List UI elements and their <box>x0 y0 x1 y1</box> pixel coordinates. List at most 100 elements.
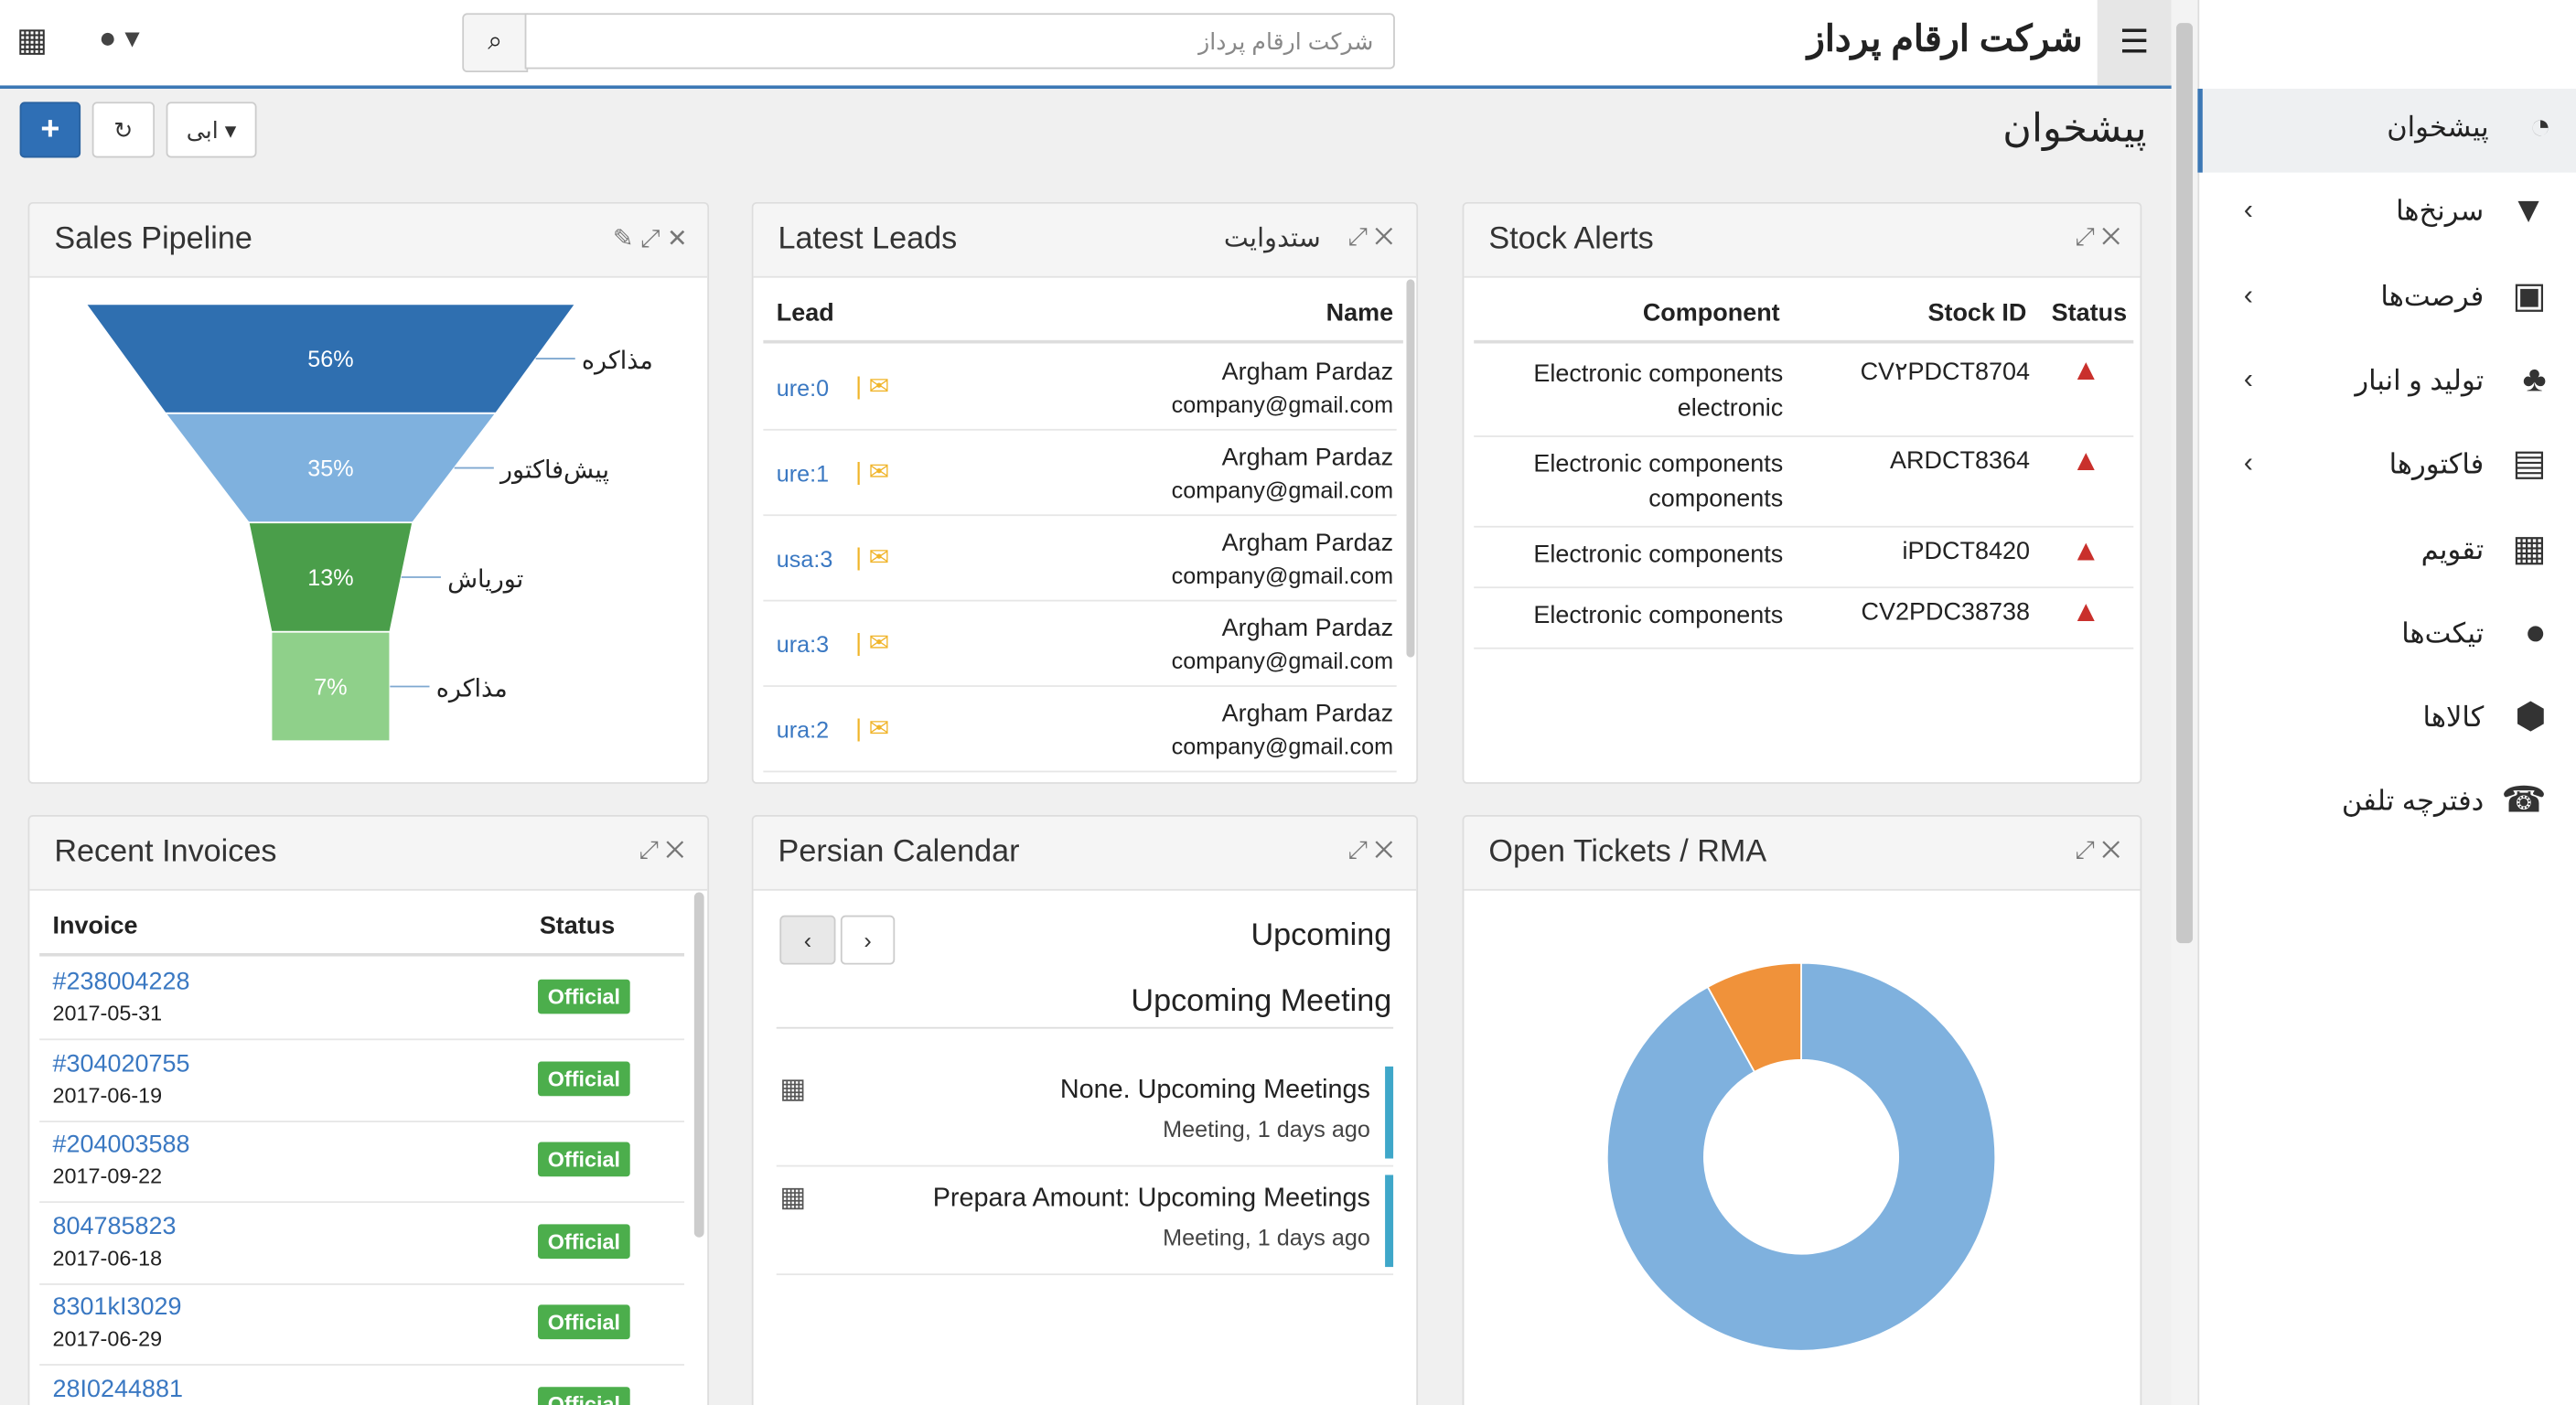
stock-id: CV2PDC38738 <box>1861 597 2030 627</box>
sidebar-icon: ⬢ <box>2515 695 2547 736</box>
stock-row: Electronic components iPDCT8420 ▲ <box>1474 526 2134 589</box>
stock-id: CV۲PDCT8704 <box>1860 358 2030 387</box>
scroll-thumb[interactable] <box>693 892 704 1238</box>
search-input[interactable]: شرکت ارقام پرداز <box>524 13 1395 70</box>
event-bar <box>1385 1174 1394 1268</box>
lead-row: ura:3 | ✉ Argham Pardaz company@gmail.com <box>763 602 1397 687</box>
invoice-row: #304020755 2017-06-19 Official <box>39 1039 685 1122</box>
rule <box>776 1026 1394 1029</box>
lead-code[interactable]: ura:3 <box>776 630 830 658</box>
sidebar-item[interactable]: پیشخوان ◔ <box>2197 89 2576 173</box>
prev-button[interactable]: ‹ <box>779 915 836 965</box>
invoice-id[interactable]: 804785823 <box>52 1212 177 1240</box>
stock-row: Electronic components components ARDCT836… <box>1474 435 2134 528</box>
lead-name: Argham Pardaz <box>1221 529 1394 558</box>
brand: شرکت ارقام پرداز <box>1807 17 2083 59</box>
sidebar-label: فرصت‌ها <box>2380 280 2485 312</box>
sidebar-item[interactable]: کالاها ⬢ <box>2197 679 2576 763</box>
event-row: ▦ Prepara Amount: Upcoming Meetings Meetin… <box>776 1172 1394 1276</box>
invoice-row: 804785823 2017-06-18 Official <box>39 1203 685 1285</box>
invoice-id[interactable]: #304020755 <box>52 1049 190 1078</box>
scroll-thumb[interactable] <box>2176 23 2194 944</box>
sidebar-item[interactable]: دفترچه تلفن ☎ <box>2197 763 2576 847</box>
panel-controls[interactable]: ⤢ ✕ <box>2075 223 2120 252</box>
mail-icon: | ✉ <box>855 714 890 744</box>
panel-title: Recent Invoices <box>54 834 277 870</box>
sidebar-label: تیکت‌ها <box>2401 617 2485 649</box>
lead-row: ure:1 | ✉ Argham Pardaz company@gmail.com <box>763 431 1397 517</box>
sidebar-item[interactable]: تیکت‌ها ● <box>2197 595 2576 679</box>
invoice-row: 28I0244881 Official <box>39 1366 684 1405</box>
invoice-row: 8301kI3029 2017-06-29 Official <box>39 1284 685 1367</box>
invoice-row: #238004228 2017-05-31 Official <box>39 958 685 1041</box>
stock-id: ARDCT8364 <box>1890 446 2030 476</box>
lead-row: usa:3 | ✉ Argham Pardaz company@gmail.com <box>763 516 1397 602</box>
funnel-value-label: 7% <box>314 674 347 700</box>
event-detail: Meeting, 1 days ago <box>1163 1115 1370 1142</box>
alert-icon: ▲ <box>2071 595 2101 628</box>
calendar-icon: ▦ <box>779 1073 807 1105</box>
column-header: Component <box>1642 298 1780 327</box>
donut-slice <box>1605 961 1997 1352</box>
scroll-thumb[interactable] <box>1406 279 1415 658</box>
panel-controls[interactable]: ⤢ ✕ <box>639 836 685 864</box>
sidebar-icon: ▤ <box>2512 442 2547 484</box>
panel-controls[interactable]: ⤢ ✕ <box>2075 836 2120 864</box>
status-badge: Official <box>538 1060 630 1096</box>
header-rule <box>39 952 685 957</box>
sidebar-item[interactable]: تقویم ▦ <box>2197 510 2576 595</box>
next-button[interactable]: › <box>840 915 896 965</box>
menu-toggle[interactable]: ☰ <box>2097 0 2172 86</box>
column-header: Stock ID <box>1927 298 2027 327</box>
status-badge: Official <box>538 979 630 1014</box>
funnel-category-label: پیش‌فاکتور <box>499 456 609 484</box>
lead-row: ura:2 | ✉ Argham Pardaz company@gmail.com <box>763 687 1397 773</box>
column-header: Invoice <box>52 912 138 940</box>
calendar-panel: Persian Calendar ⤢ ✕ ‹ › Upcoming Upcomin… <box>751 815 1419 1405</box>
sidebar-item[interactable]: فاکتورها ▤ ‹ <box>2197 426 2576 510</box>
sidebar-icon: ♣ <box>2522 358 2547 400</box>
lead-code[interactable]: ure:1 <box>776 460 830 487</box>
sidebar-item[interactable]: تولید و انبار ♣ ‹ <box>2197 341 2576 425</box>
invoice-id[interactable]: #238004228 <box>52 968 190 996</box>
language-select[interactable]: ابی ▾ <box>166 102 257 158</box>
lead-code[interactable]: usa:3 <box>776 545 833 573</box>
refresh-button[interactable]: ↻ <box>91 102 156 158</box>
sidebar <box>2197 0 2576 1405</box>
lead-code[interactable]: ure:0 <box>776 374 830 402</box>
panel-header: Sales Pipeline ✎ ⤢ ✕ <box>29 203 708 278</box>
event-detail: Meeting, 1 days ago <box>1163 1224 1370 1251</box>
lead-name: Argham Pardaz <box>1221 700 1394 728</box>
invoice-row: #204003588 2017-09-22 Official <box>39 1121 685 1204</box>
header-rule <box>763 339 1403 344</box>
event-title: Prepara Amount: Upcoming Meetings <box>932 1185 1370 1213</box>
panel-extra: ستدوایت <box>1223 225 1321 253</box>
funnel-category-label: مذاکره <box>582 347 653 375</box>
user-menu[interactable]: ● ▾ <box>98 21 140 55</box>
funnel-segment <box>270 630 392 743</box>
invoice-id[interactable]: 8301kI3029 <box>52 1293 182 1323</box>
sidebar-item[interactable]: فرصت‌ها ▣ ‹ <box>2197 257 2576 341</box>
invoice-id[interactable]: 28I0244881 <box>52 1375 184 1404</box>
apps-icon[interactable]: ▦ <box>16 23 48 59</box>
invoice-date: 2017-05-31 <box>52 1001 163 1026</box>
panel-title: Stock Alerts <box>1488 221 1654 257</box>
chevron: ‹ <box>2243 446 2253 479</box>
panel-controls[interactable]: ✎ ⤢ ✕ <box>612 225 688 253</box>
invoice-id[interactable]: #204003588 <box>52 1131 190 1159</box>
lead-code[interactable]: ura:2 <box>776 716 830 744</box>
donut-slice <box>1706 961 1802 1074</box>
sidebar-label: پیشخوان <box>2387 112 2489 144</box>
latest-leads-panel: Latest Leads ستدوایت ⤢ ✕ Lead Name ure:0 | … <box>751 201 1419 784</box>
sidebar-item[interactable]: سرنخ‌ها ▼ ‹ <box>2197 173 2576 257</box>
add-button[interactable]: + <box>19 102 81 158</box>
sidebar-icon: ● <box>2524 610 2547 652</box>
mail-icon: | ✉ <box>855 458 890 487</box>
column-header: Name <box>1326 298 1394 327</box>
lead-name: Argham Pardaz <box>1221 614 1394 643</box>
invoice-date: 2017-06-19 <box>52 1082 163 1108</box>
calendar-subheading: Upcoming Meeting <box>1131 984 1392 1019</box>
panel-controls[interactable]: ⤢ ✕ <box>1347 836 1394 864</box>
panel-controls[interactable]: ⤢ ✕ <box>1347 223 1394 252</box>
panel-header: Open Tickets / RMA ⤢ ✕ <box>1464 816 2141 891</box>
